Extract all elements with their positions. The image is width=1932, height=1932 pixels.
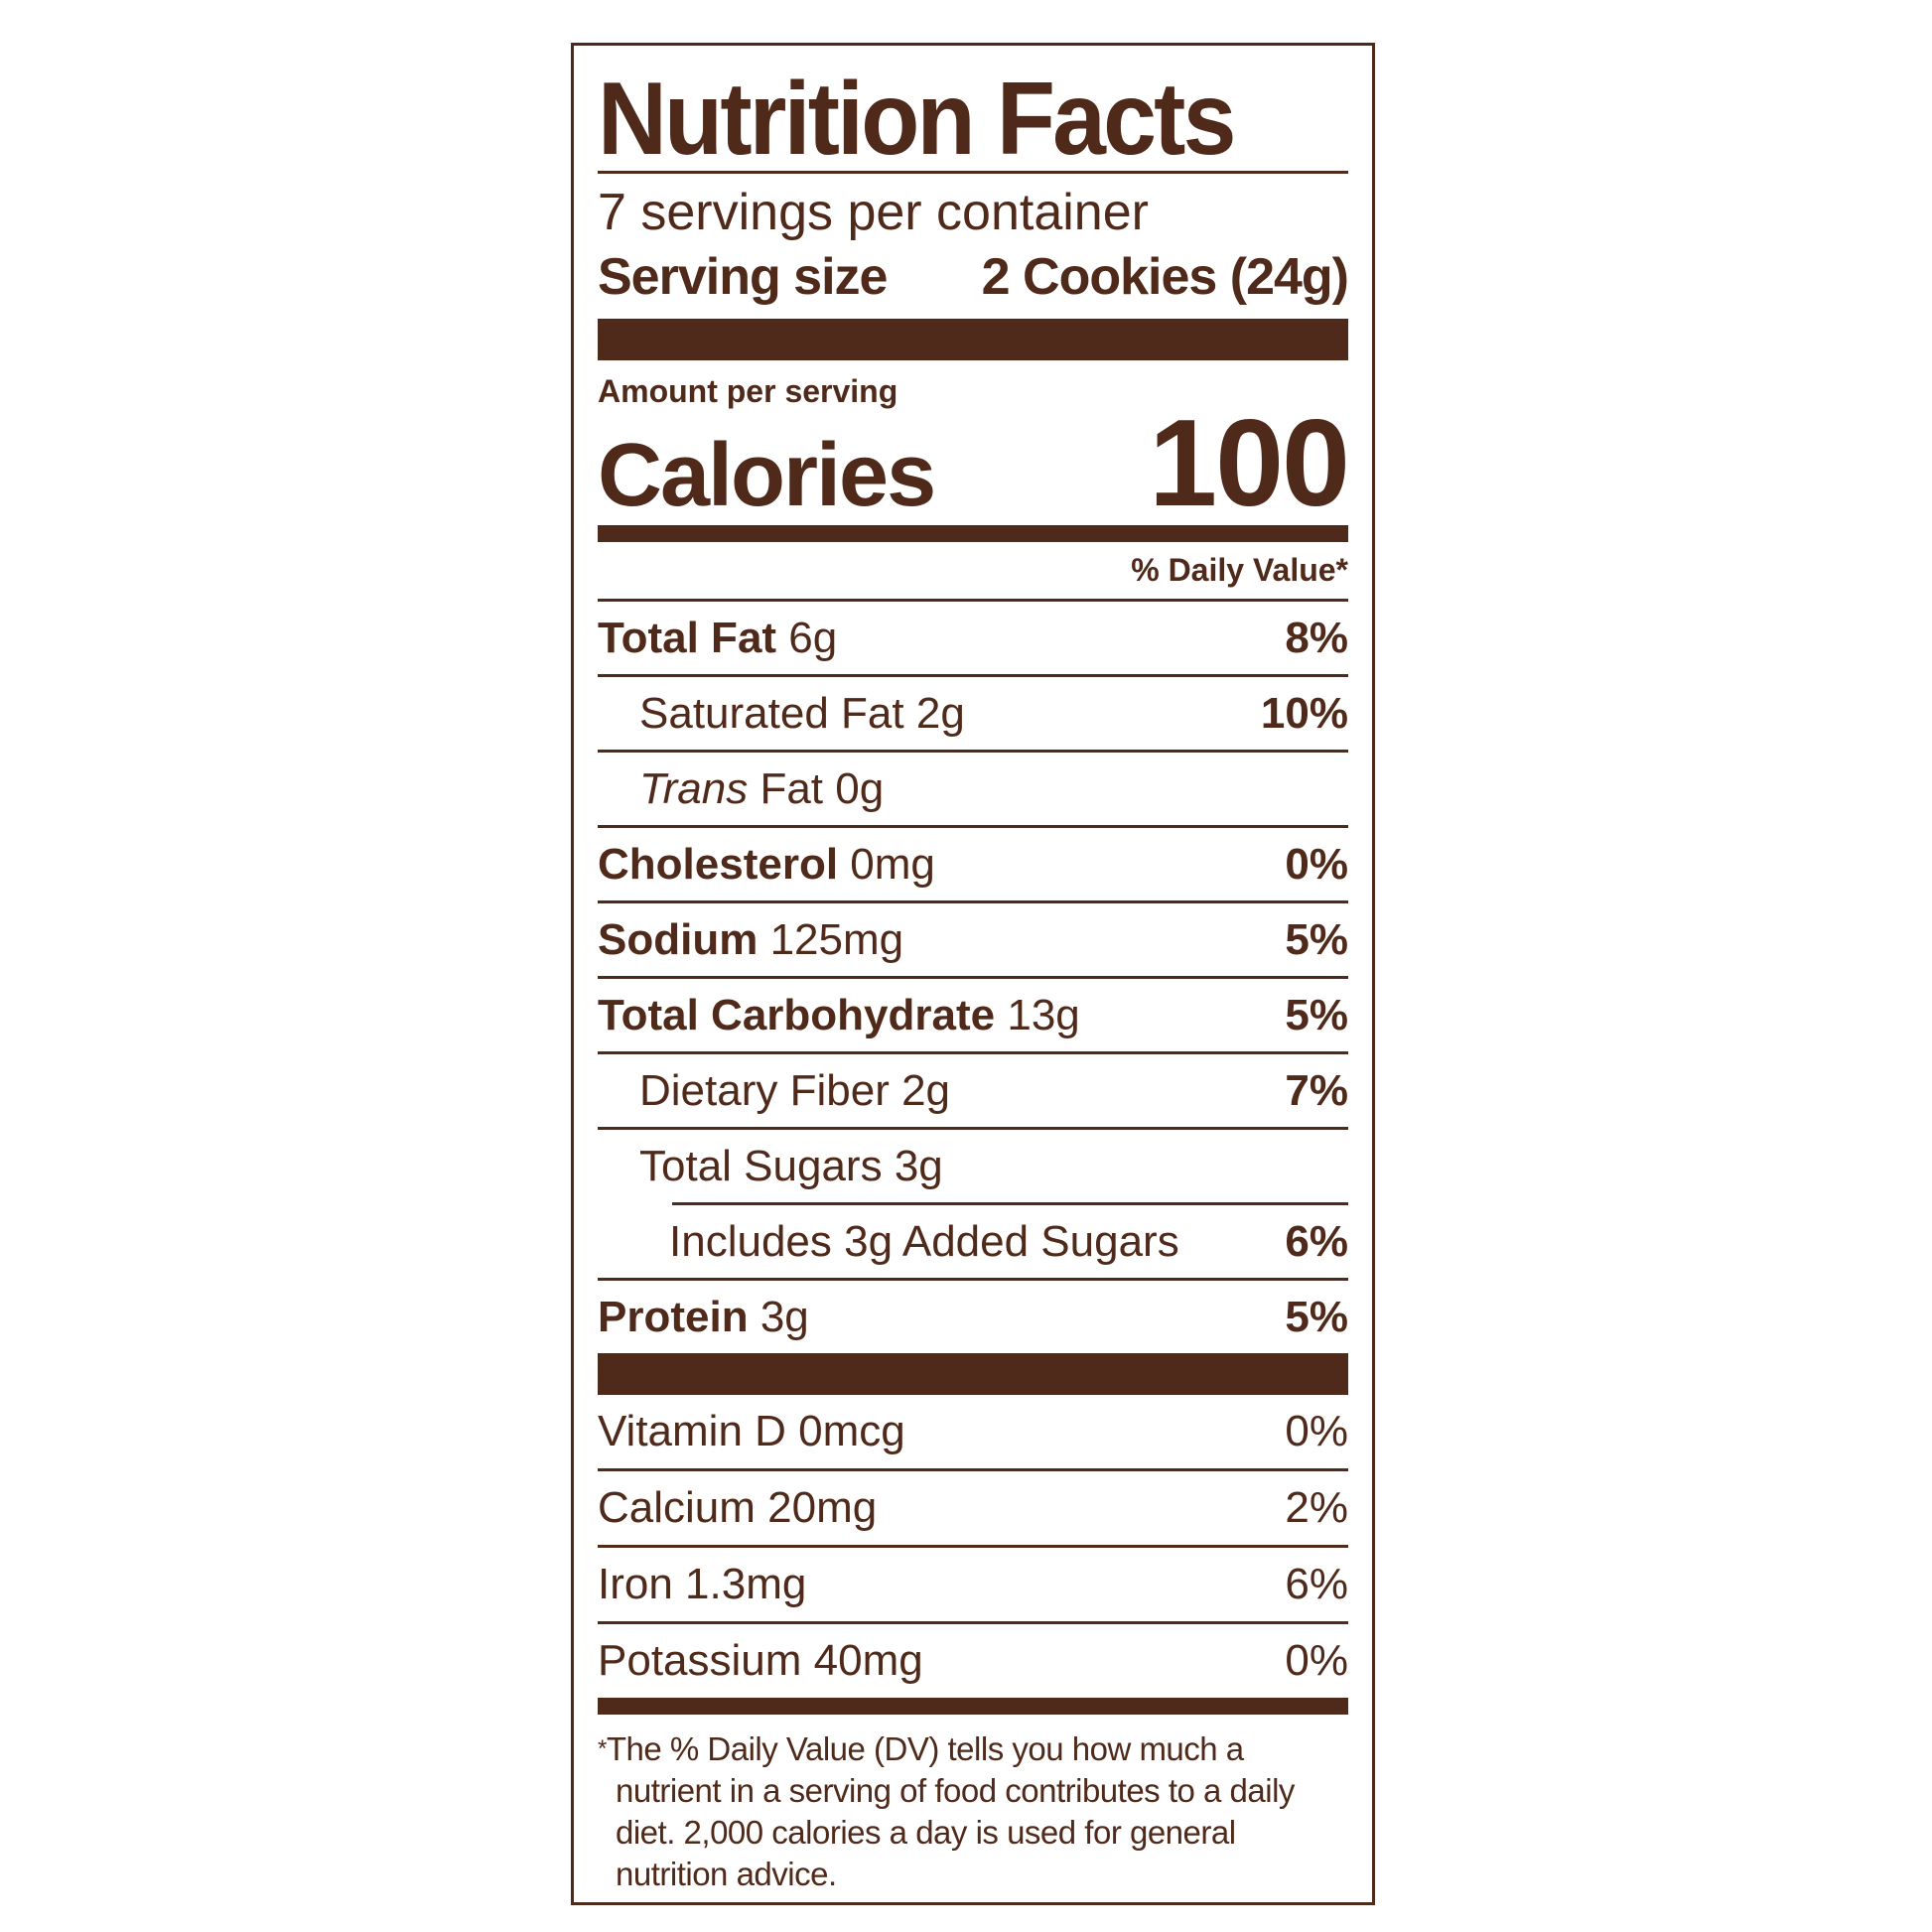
nutrient-dv: 10%	[1260, 688, 1348, 738]
footnote: *The % Daily Value (DV) tells you how mu…	[598, 1728, 1348, 1895]
nutrient-dv: 7%	[1285, 1065, 1348, 1115]
nutrient-dv: 5%	[1285, 990, 1348, 1039]
nutrient-row-sodium: Sodium 125mg 5%	[598, 903, 1348, 979]
vitamin-dv: 0%	[1285, 1636, 1348, 1685]
vitamin-row: Iron 1.3mg 6%	[598, 1548, 1348, 1624]
divider	[598, 171, 1348, 174]
medium-divider	[598, 1698, 1348, 1715]
vitamin-dv: 6%	[1285, 1560, 1348, 1608]
nutrition-facts-label: Nutrition Facts 7 servings per container…	[571, 43, 1375, 1905]
nutrient-name: Sodium	[598, 914, 759, 964]
medium-divider	[598, 525, 1348, 542]
daily-value-header: % Daily Value*	[598, 542, 1348, 602]
nutrient-name: Total Sugars	[639, 1141, 883, 1190]
nutrient-dv: 0%	[1285, 839, 1348, 889]
vitamin-text: Potassium 40mg	[598, 1636, 923, 1685]
amount-per-serving: Amount per serving	[598, 373, 898, 409]
nutrient-amount: 13g	[1007, 990, 1080, 1039]
nutrient-name: Total Fat	[598, 613, 777, 662]
nutrient-row-protein: Protein 3g 5%	[598, 1281, 1348, 1353]
nutrient-name: Protein	[598, 1292, 749, 1341]
thick-divider	[598, 1353, 1348, 1395]
nutrient-row-total-sugars: Total Sugars 3g	[598, 1130, 1348, 1202]
calories-row: Calories 100	[598, 402, 1350, 525]
nutrient-name: Trans	[639, 763, 749, 813]
vitamin-row: Calcium 20mg 2%	[598, 1471, 1348, 1548]
nutrient-name: Total Carbohydrate	[598, 990, 996, 1039]
nutrient-row-cholesterol: Cholesterol 0mg 0%	[598, 828, 1348, 903]
nutrient-dv: 5%	[1285, 1292, 1348, 1341]
vitamin-dv: 0%	[1285, 1407, 1348, 1455]
nutrient-row-total-fat: Total Fat 6g 8%	[598, 602, 1348, 677]
nutrient-row-saturated-fat: Saturated Fat 2g 10%	[598, 677, 1348, 753]
serving-size-label: Serving size	[598, 248, 888, 306]
nutrient-amount: 3g	[759, 1292, 809, 1341]
nutrient-name: Saturated Fat	[639, 688, 904, 738]
nutrient-name-rest: Fat	[759, 763, 824, 813]
nutrient-dv: 5%	[1285, 914, 1348, 964]
nutrient-dv: 8%	[1285, 613, 1348, 662]
vitamin-row: Potassium 40mg 0%	[598, 1624, 1348, 1698]
nutrient-row-added-sugars: Includes 3g Added Sugars 6%	[598, 1205, 1348, 1281]
nutrient-amount: 0g	[835, 763, 885, 813]
thick-divider	[598, 319, 1348, 360]
divider	[672, 1202, 1348, 1205]
vitamin-text: Calcium 20mg	[598, 1483, 878, 1532]
serving-size-value: 2 Cookies (24g)	[981, 248, 1349, 306]
nutrient-row-dietary-fiber: Dietary Fiber 2g 7%	[598, 1054, 1348, 1130]
footnote-asterisk: *	[598, 1735, 607, 1762]
vitamin-row: Vitamin D 0mcg 0%	[598, 1395, 1348, 1471]
nutrient-name: Includes 3g Added Sugars	[669, 1216, 1179, 1266]
nutrient-name: Cholesterol	[598, 839, 839, 889]
nutrient-amount: 3g	[894, 1141, 943, 1190]
vitamin-text: Iron 1.3mg	[598, 1560, 807, 1608]
label-title: Nutrition Facts	[598, 62, 1236, 177]
calories-label: Calories	[598, 426, 936, 525]
calories-value: 100	[1149, 395, 1350, 532]
nutrient-amount: 2g	[901, 1065, 951, 1115]
vitamin-dv: 2%	[1285, 1483, 1348, 1532]
nutrient-amount: 0mg	[850, 839, 935, 889]
nutrient-amount: 125mg	[769, 914, 904, 964]
nutrient-row-trans-fat: Trans Fat 0g	[598, 753, 1348, 828]
vitamin-text: Vitamin D 0mcg	[598, 1407, 905, 1455]
footnote-text: The % Daily Value (DV) tells you how muc…	[606, 1730, 1296, 1892]
servings-per-container: 7 servings per container	[598, 184, 1149, 241]
nutrient-dv: 6%	[1285, 1216, 1348, 1266]
nutrient-row-total-carbohydrate: Total Carbohydrate 13g 5%	[598, 979, 1348, 1054]
nutrient-amount: 2g	[915, 688, 965, 738]
serving-size: Serving size 2 Cookies (24g)	[598, 243, 1349, 311]
nutrient-name: Dietary Fiber	[639, 1065, 890, 1115]
nutrient-amount: 6g	[788, 613, 838, 662]
